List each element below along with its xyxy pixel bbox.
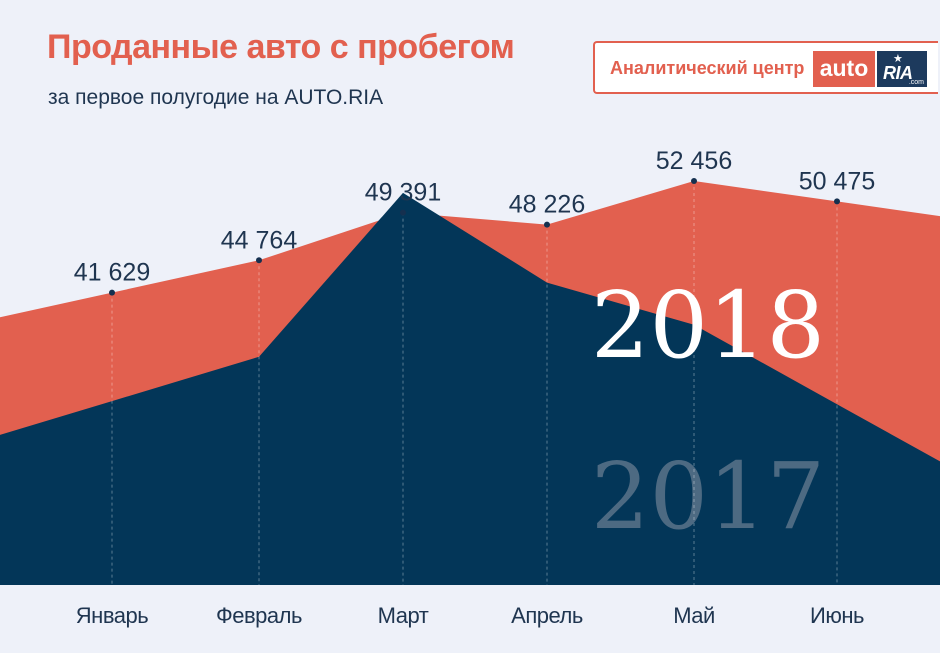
x-tick-label: Февраль — [216, 603, 302, 628]
x-tick-label: Май — [673, 603, 715, 628]
data-label: 44 764 — [221, 226, 298, 254]
data-point — [691, 178, 697, 184]
analytics-center-caption: Аналитический центр — [610, 58, 805, 78]
ria-brand-mark: ★ RIA .com — [877, 51, 927, 87]
data-point — [400, 209, 406, 216]
series-2018-label: 2018 — [591, 272, 825, 379]
x-tick-label: Январь — [76, 603, 148, 628]
series-2017-area — [0, 192, 940, 585]
series-2017-label: 2017 — [591, 443, 825, 550]
data-label: 49 391 — [365, 179, 441, 207]
ria-brand-text: RIA — [883, 63, 913, 83]
data-label: 50 475 — [799, 167, 875, 195]
data-point — [109, 289, 115, 296]
x-tick-label: Апрель — [511, 603, 583, 628]
x-tick-label: Июнь — [810, 603, 864, 628]
auto-brand-mark: auto — [813, 51, 875, 87]
x-tick-label: Март — [378, 603, 429, 628]
data-label: 52 456 — [656, 147, 732, 175]
star-icon: ★ — [893, 53, 903, 65]
ria-brand-domain: .com — [908, 79, 924, 86]
analytics-center-logo: Аналитический центр auto ★ RIA .com — [593, 41, 938, 94]
data-label: 48 226 — [509, 191, 585, 219]
data-point — [834, 198, 840, 205]
data-label: 41 629 — [74, 259, 150, 287]
chart-subtitle: за первое полугодие на AUTO.RIA — [48, 86, 384, 109]
chart-title: Проданные авто с пробегом — [47, 28, 515, 66]
data-point — [544, 221, 550, 228]
data-point — [256, 257, 262, 264]
